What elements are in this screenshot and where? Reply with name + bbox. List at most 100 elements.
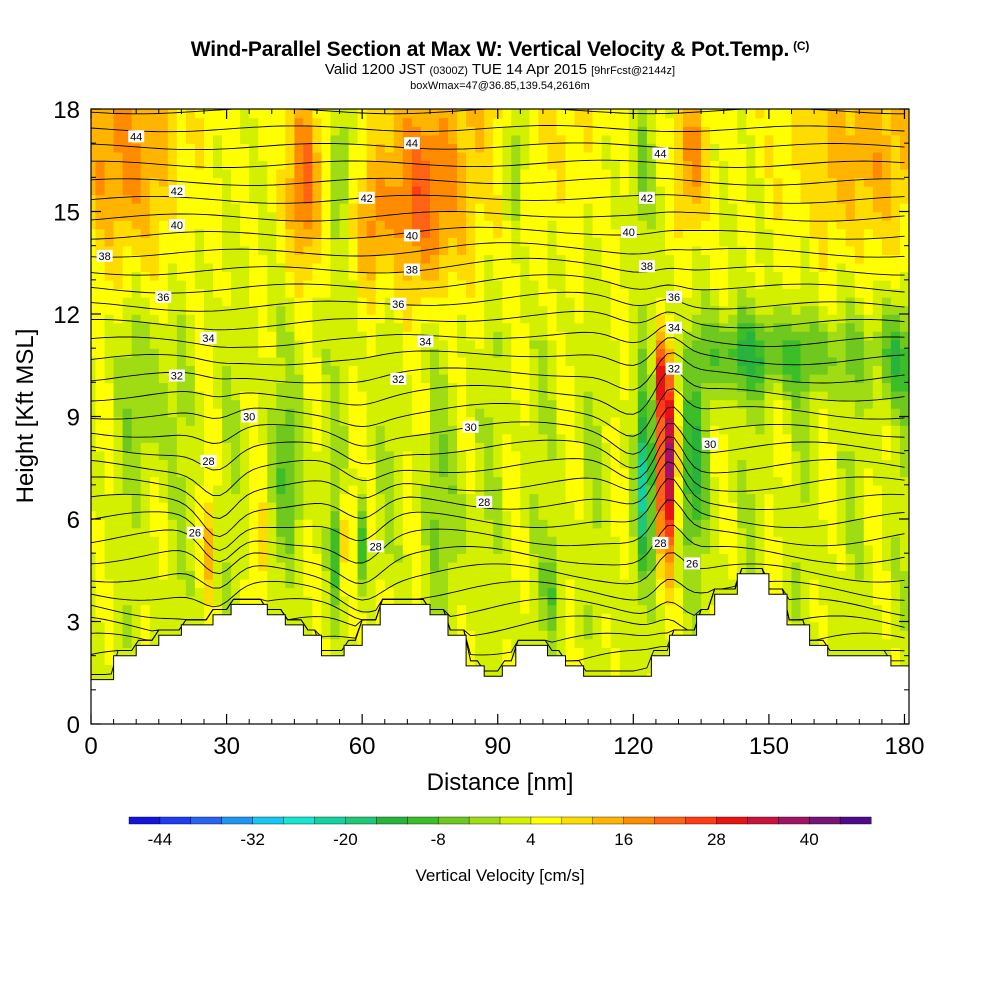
velocity-cell: [294, 126, 305, 136]
velocity-cell: [240, 595, 250, 606]
velocity-cell: [592, 459, 603, 469]
velocity-cell: [619, 322, 630, 332]
velocity-cell: [683, 493, 693, 503]
velocity-cell: [701, 151, 711, 161]
velocity-cell: [276, 578, 287, 589]
velocity-cell: [330, 638, 341, 648]
velocity-cell: [520, 501, 531, 512]
velocity-cell: [646, 245, 657, 255]
velocity-cell: [502, 168, 513, 179]
velocity-cell: [646, 203, 657, 213]
velocity-cell: [502, 390, 513, 401]
velocity-cell: [665, 203, 675, 213]
velocity-cell: [583, 314, 594, 324]
velocity-cell: [565, 613, 576, 623]
velocity-cell: [592, 536, 603, 546]
velocity-cell: [258, 288, 268, 298]
velocity-cell: [466, 160, 476, 170]
velocity-cell: [267, 254, 278, 264]
velocity-cell: [185, 595, 196, 606]
velocity-cell: [683, 203, 693, 213]
velocity-cell: [430, 271, 440, 281]
velocity-cell: [493, 442, 503, 452]
velocity-cell: [619, 519, 630, 529]
velocity-cell: [131, 399, 142, 409]
velocity-cell: [204, 416, 214, 426]
velocity-cell: [204, 279, 214, 290]
velocity-cell: [610, 416, 621, 426]
velocity-cell: [619, 655, 630, 665]
velocity-cell: [674, 399, 684, 409]
velocity-cell: [547, 373, 558, 384]
velocity-cell: [565, 117, 576, 127]
velocity-cell: [520, 527, 531, 537]
velocity-cell: [267, 143, 278, 153]
velocity-cell: [231, 510, 241, 520]
velocity-cell: [249, 151, 259, 161]
velocity-cell: [511, 442, 522, 452]
velocity-cell: [511, 373, 522, 384]
velocity-cell: [113, 279, 124, 290]
velocity-cell: [610, 587, 621, 597]
velocity-cell: [249, 279, 259, 290]
velocity-cell: [402, 476, 413, 486]
velocity-cell: [249, 143, 259, 153]
velocity-cell: [393, 288, 404, 298]
velocity-cell: [430, 237, 440, 247]
velocity-cell: [213, 185, 223, 196]
velocity-cell: [213, 177, 223, 187]
velocity-cell: [393, 177, 404, 187]
velocity-cell: [592, 365, 603, 375]
velocity-cell: [321, 322, 332, 332]
velocity-cell: [592, 390, 603, 401]
velocity-cell: [258, 595, 268, 606]
velocity-cell: [592, 339, 603, 349]
velocity-cell: [267, 322, 278, 332]
velocity-cell: [122, 578, 133, 589]
velocity-cell: [303, 168, 314, 179]
velocity-cell: [646, 237, 657, 247]
velocity-cell: [538, 194, 549, 204]
velocity-cell: [330, 587, 341, 597]
velocity-cell: [91, 510, 97, 520]
velocity-cell: [493, 220, 503, 230]
velocity-cell: [158, 476, 169, 486]
velocity-cell: [529, 203, 540, 213]
velocity-cell: [149, 271, 160, 281]
velocity-cell: [213, 493, 223, 503]
velocity-cell: [556, 373, 567, 384]
velocity-cell: [321, 211, 332, 221]
velocity-cell: [547, 484, 558, 495]
velocity-cell: [258, 510, 268, 520]
velocity-cell: [529, 621, 540, 631]
velocity-cell: [321, 339, 332, 349]
velocity-cell: [665, 425, 675, 435]
velocity-cell: [131, 356, 142, 366]
velocity-cell: [601, 536, 612, 546]
velocity-cell: [285, 339, 296, 349]
velocity-cell: [619, 177, 630, 187]
velocity-cell: [285, 399, 296, 409]
velocity-cell: [529, 305, 540, 315]
velocity-cell: [167, 630, 178, 640]
velocity-cell: [149, 254, 160, 264]
velocity-cell: [131, 442, 142, 452]
velocity-cell: [113, 561, 124, 571]
velocity-cell: [312, 160, 323, 170]
velocity-cell: [701, 109, 711, 119]
velocity-cell: [312, 442, 323, 452]
velocity-cell: [520, 143, 531, 153]
velocity-cell: [448, 211, 458, 221]
velocity-cell: [95, 587, 106, 597]
velocity-cell: [565, 630, 576, 640]
velocity-cell: [303, 194, 314, 204]
velocity-cell: [457, 168, 467, 179]
velocity-cell: [149, 459, 160, 469]
velocity-cell: [222, 177, 232, 187]
velocity-cell: [692, 536, 702, 546]
velocity-cell: [511, 519, 522, 529]
velocity-cell: [185, 160, 196, 170]
velocity-cell: [457, 228, 467, 238]
velocity-cell: [330, 245, 341, 255]
velocity-cell: [194, 305, 205, 315]
